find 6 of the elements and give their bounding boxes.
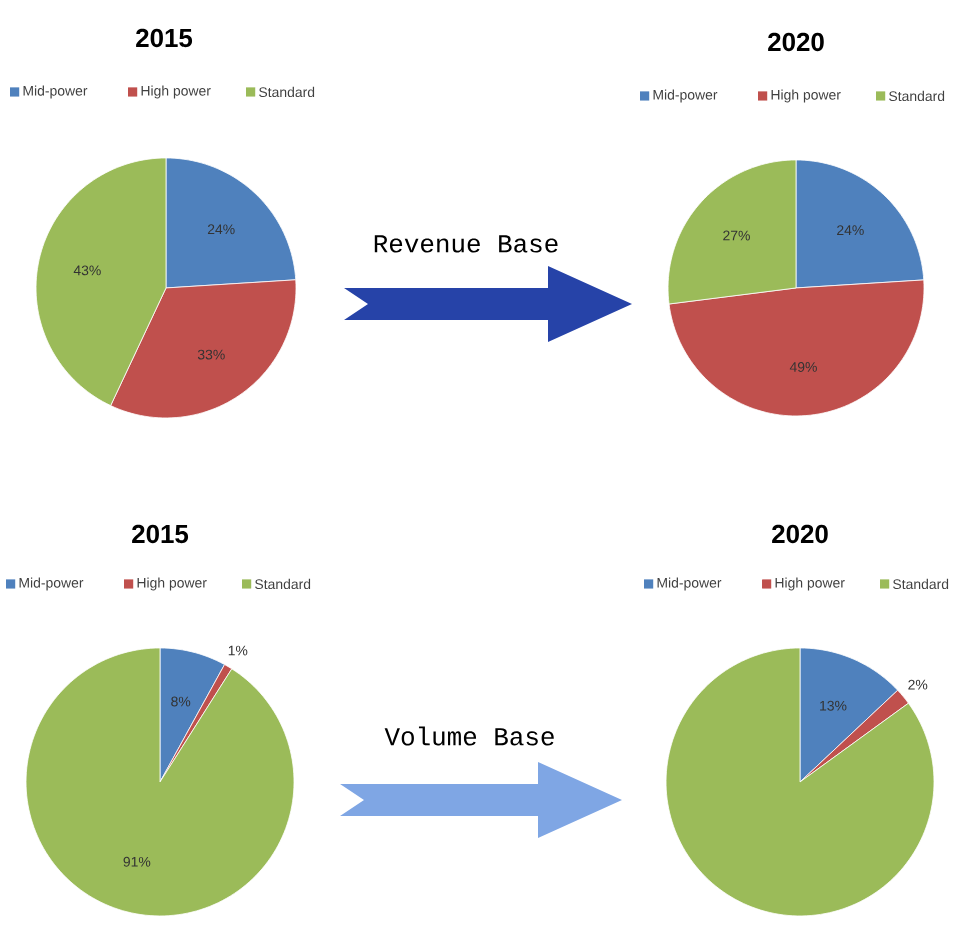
chart-title: 2015: [132, 524, 189, 544]
chart-title: 2020: [772, 524, 828, 544]
chart-title: 2015: [136, 28, 193, 48]
text: Revenue Base: [374, 235, 558, 253]
text: Volume Base: [384, 726, 554, 746]
chart-title: 2020: [768, 32, 824, 52]
